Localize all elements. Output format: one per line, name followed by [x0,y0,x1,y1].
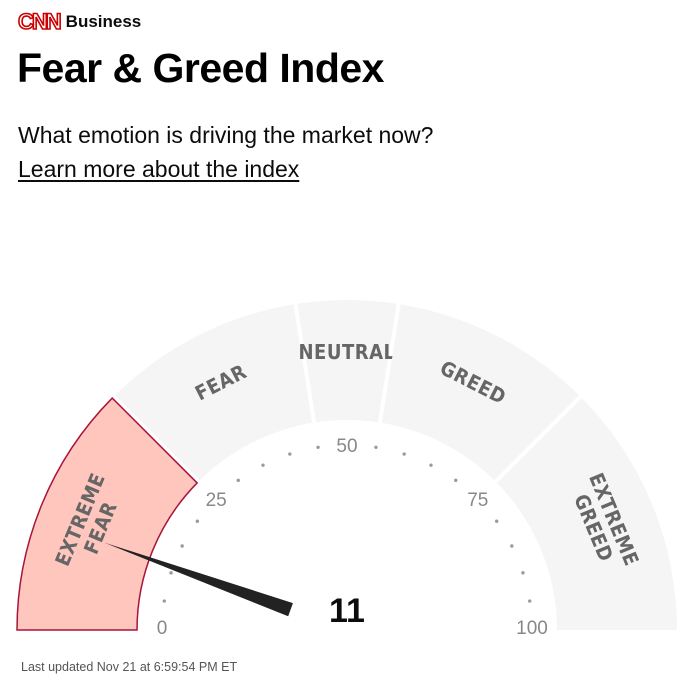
gauge-dot [510,544,514,548]
page-subtitle: What emotion is driving the market now? [18,122,434,148]
gauge-dot [236,478,240,483]
gauge-dot [454,478,458,483]
gauge-dot [162,599,166,603]
tick-label-0: 0 [157,618,168,639]
last-updated: Last updated Nov 21 at 6:59:54 PM ET [21,660,238,674]
gauge-dot [288,452,292,456]
segment-label-neutral: NEUTRAL [299,340,396,364]
gauge-hub [279,562,415,683]
gauge-value: 11 [329,592,365,630]
tick-label-50: 50 [336,436,357,457]
gauge-segment-extreme-fear [16,397,199,631]
segment-label-extreme-greed: EXTREMEGREED [564,469,644,577]
gauge-segment-extreme-greed [496,398,677,630]
gauge-needle [104,542,293,617]
tick-label-75: 75 [467,490,488,511]
tick-label-100: 100 [516,618,548,639]
learn-more-link[interactable]: Learn more about the index [18,156,300,182]
gauge-dot [528,599,532,603]
gauge-dot [169,571,173,575]
gauge-dot [316,445,320,449]
gauge-dot [429,463,433,467]
gauge-dot [180,544,184,548]
tick-label-25: 25 [206,490,227,511]
gauge-dot [494,519,499,523]
gauge-segment-fear [115,304,313,481]
section-name[interactable]: Business [65,12,142,31]
brand-header: CNN Business [17,9,142,35]
gauge-dot [261,463,265,467]
page-title: Fear & Greed Index [17,45,384,91]
gauge-dot [402,452,406,456]
gauge-segment-neutral [297,300,397,423]
gauge-dot [374,445,378,449]
gauge-dot [195,519,200,523]
cnn-logo[interactable]: CNN [17,9,62,34]
gauge-dot [521,571,525,575]
gauge-segment-greed [381,304,579,481]
